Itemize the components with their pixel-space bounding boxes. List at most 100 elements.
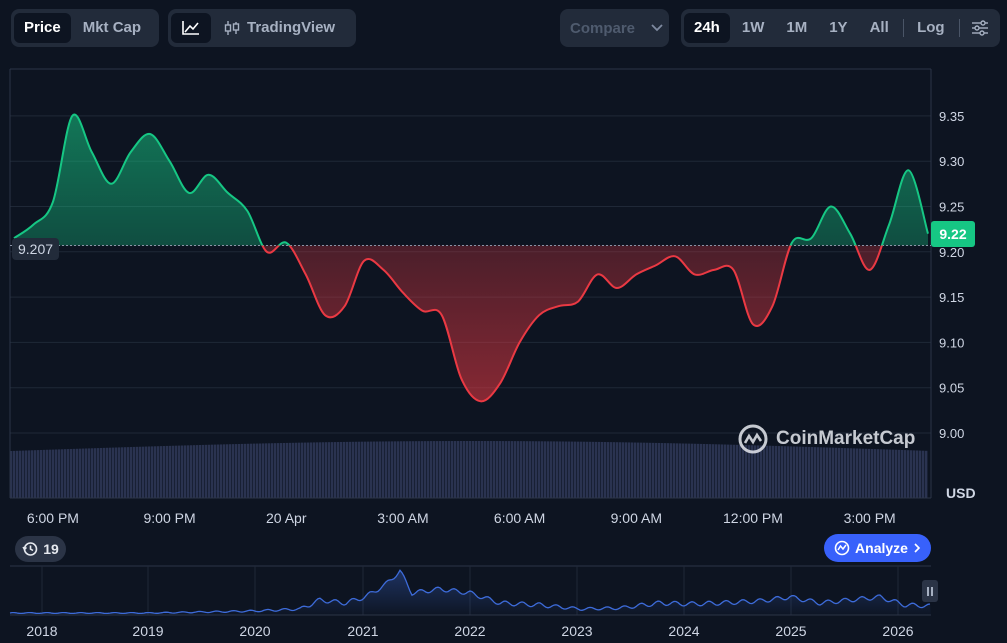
- volume-bar: [349, 441, 352, 498]
- volume-bar: [148, 446, 151, 498]
- volume-bar: [427, 441, 430, 498]
- volume-bar: [46, 449, 49, 498]
- volume-bar: [139, 446, 142, 498]
- volume-bar: [424, 441, 427, 498]
- volume-bar: [352, 441, 355, 498]
- volume-bar: [631, 442, 634, 498]
- volume-bar: [832, 447, 835, 498]
- volume-bar: [652, 442, 655, 498]
- mktcap-tab[interactable]: Mkt Cap: [82, 19, 142, 36]
- volume-bar: [115, 447, 118, 498]
- y-tick-label: 9.05: [939, 381, 964, 396]
- volume-bar: [214, 444, 217, 498]
- volume-bar: [265, 443, 268, 498]
- volume-bar: [913, 450, 916, 498]
- volume-bar: [226, 444, 229, 498]
- volume-bar: [661, 443, 664, 498]
- volume-bar: [313, 442, 316, 498]
- volume-bar: [442, 441, 445, 498]
- volume-bar: [190, 445, 193, 498]
- volume-bar: [472, 441, 475, 498]
- analyze-button[interactable]: Analyze: [824, 534, 931, 562]
- volume-bar: [28, 450, 31, 498]
- volume-bar: [292, 442, 295, 498]
- volume-bar: [454, 441, 457, 498]
- volume-bar: [541, 441, 544, 498]
- volume-bar: [592, 441, 595, 498]
- volume-bar: [580, 441, 583, 498]
- volume-bar: [241, 443, 244, 498]
- x-tick-label: 3:00 AM: [377, 510, 428, 526]
- history-button[interactable]: 19: [15, 536, 66, 562]
- volume-bar: [274, 443, 277, 498]
- price-tab[interactable]: Price: [14, 13, 71, 43]
- volume-bars: [10, 441, 928, 498]
- range-1y-button[interactable]: 1Y: [829, 19, 848, 36]
- volume-bar: [52, 449, 55, 498]
- volume-bar: [79, 448, 82, 498]
- volume-bar: [700, 443, 703, 498]
- range-24h-button[interactable]: 24h: [684, 13, 730, 43]
- volume-bar: [31, 450, 34, 498]
- range-1m-button[interactable]: 1M: [786, 19, 808, 36]
- volume-bar: [199, 444, 202, 498]
- price-line-down: [261, 245, 883, 403]
- volume-bar: [628, 442, 631, 498]
- volume-bar: [229, 444, 232, 498]
- volume-bar: [235, 444, 238, 498]
- volume-bar: [502, 441, 505, 498]
- volume-bar: [586, 441, 589, 498]
- y-tick-label: 9.00: [939, 426, 964, 441]
- volume-bar: [850, 448, 853, 498]
- volume-bar: [640, 442, 643, 498]
- volume-bar: [601, 441, 604, 498]
- log-scale-button[interactable]: Log: [917, 19, 945, 36]
- x-tick-label: 12:00 PM: [723, 510, 783, 526]
- overview-year-label: 2019: [132, 623, 163, 639]
- volume-bar: [475, 441, 478, 498]
- volume-bar: [559, 441, 562, 498]
- sliders-icon: [971, 20, 988, 36]
- range-1w-button[interactable]: 1W: [741, 19, 765, 36]
- volume-bar: [622, 442, 625, 498]
- volume-bar: [619, 442, 622, 498]
- tradingview-button[interactable]: TradingView: [213, 13, 345, 43]
- volume-bar: [574, 441, 577, 498]
- volume-bar: [151, 446, 154, 498]
- overview-navigator[interactable]: 2018 2019 2020 2021 2022 2023 2024 2025 2026: [0, 563, 1007, 643]
- volume-bar: [493, 441, 496, 498]
- volume-bar: [499, 441, 502, 498]
- volume-bar: [118, 447, 121, 498]
- volume-bar: [853, 448, 856, 498]
- volume-bar: [16, 450, 19, 498]
- line-chart-button[interactable]: [171, 13, 211, 43]
- volume-bar: [802, 446, 805, 498]
- volume-bar: [157, 446, 160, 498]
- volume-bar: [823, 447, 826, 498]
- volume-bar: [847, 448, 850, 498]
- volume-bar: [439, 441, 442, 498]
- settings-button[interactable]: [963, 13, 997, 43]
- compare-dropdown[interactable]: Compare: [560, 9, 669, 47]
- volume-bar: [109, 447, 112, 498]
- volume-bar: [232, 444, 235, 498]
- volume-bar: [187, 445, 190, 498]
- volume-bar: [694, 443, 697, 498]
- volume-bar: [277, 443, 280, 498]
- volume-bar: [517, 441, 520, 498]
- volume-bar: [397, 441, 400, 498]
- volume-bar: [112, 447, 115, 498]
- volume-bar: [778, 446, 781, 498]
- volume-bar: [379, 441, 382, 498]
- range-all-button[interactable]: All: [869, 19, 889, 36]
- volume-bar: [373, 441, 376, 498]
- overview-handle[interactable]: [922, 580, 938, 602]
- volume-bar: [604, 442, 607, 498]
- volume-bar: [883, 449, 886, 498]
- volume-bar: [205, 444, 208, 498]
- volume-bar: [19, 450, 22, 498]
- volume-bar: [751, 445, 754, 498]
- volume-bar: [268, 443, 271, 498]
- x-tick-label: 20 Apr: [266, 510, 307, 526]
